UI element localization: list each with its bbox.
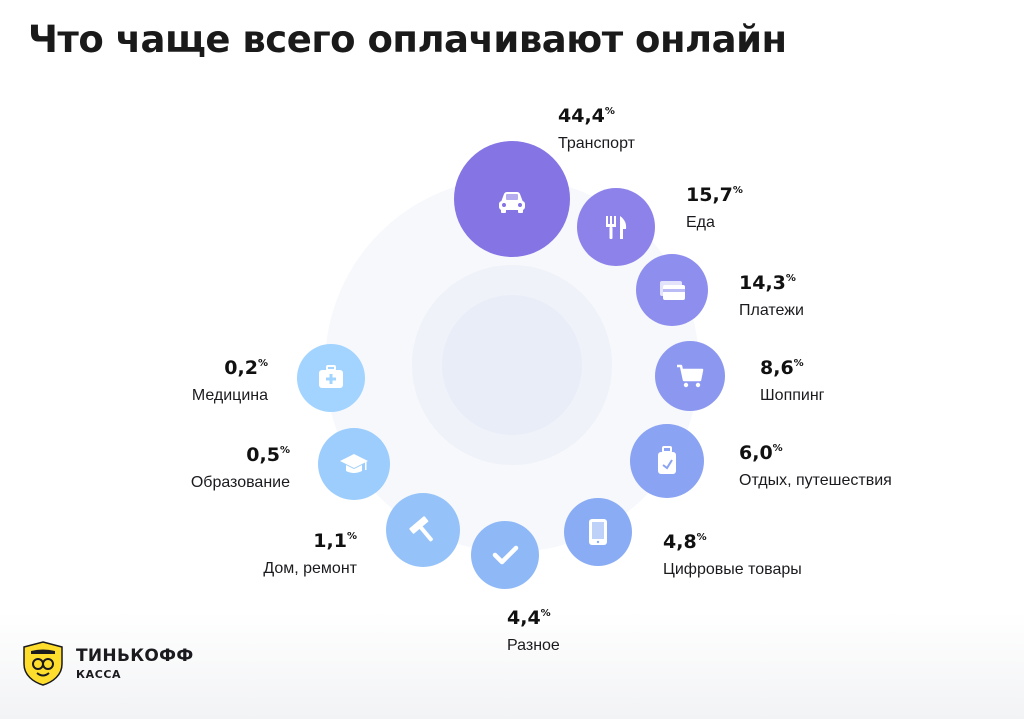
bubble-hammer: 1,1% Дом, ремонт (263, 493, 460, 577)
value-label: 1,1% (313, 530, 357, 552)
value-label: 4,4% (507, 607, 551, 629)
car-icon (499, 192, 525, 213)
value-label: 44,4% (558, 105, 615, 127)
category-label: Разное (507, 637, 560, 654)
value-label: 14,3% (739, 272, 796, 294)
check-icon (492, 545, 519, 565)
value-label: 15,7% (686, 184, 743, 206)
value-label: 6,0% (739, 442, 783, 464)
category-label: Еда (686, 214, 715, 231)
fork-knife-icon (606, 216, 627, 239)
tablet-icon (589, 519, 607, 545)
bubble-card: 14,3% Платежи (636, 254, 804, 326)
graduation-cap-icon (340, 454, 368, 473)
value-label: 8,6% (760, 357, 804, 379)
tinkoff-kassa-logo: ТИНЬКОФФ КАССА (20, 640, 210, 690)
category-label: Отдых, путешествия (739, 472, 892, 489)
background-ring-inner (442, 295, 582, 435)
value-label: 0,5% (246, 444, 290, 466)
bubble-luggage: 6,0% Отдых, путешествия (630, 424, 892, 498)
bubble-circle (471, 521, 539, 589)
category-label: Цифровые товары (663, 561, 802, 578)
category-label: Образование (191, 474, 290, 491)
bubble-fork-knife: 15,7% Еда (577, 184, 743, 266)
value-label: 0,2% (224, 357, 268, 379)
first-aid-kit-icon (319, 365, 343, 388)
cart-icon (677, 364, 704, 388)
luggage-icon (658, 446, 676, 474)
category-label: Дом, ремонт (263, 560, 357, 577)
logo-name: ТИНЬКОФФ (76, 646, 194, 666)
bubble-cart: 8,6% Шоппинг (655, 341, 825, 411)
category-label: Платежи (739, 302, 804, 319)
tinkoff-shield-icon (23, 641, 63, 686)
card-icon (660, 281, 685, 300)
bubble-first-aid-kit: 0,2% Медицина (192, 344, 365, 412)
category-label: Шоппинг (760, 387, 825, 404)
logo-subtitle: КАССА (76, 668, 122, 681)
bubble-tablet: 4,8% Цифровые товары (564, 498, 802, 578)
bubble-check: 4,4% Разное (471, 521, 560, 654)
hammer-icon (409, 516, 433, 542)
category-label: Медицина (192, 387, 268, 404)
value-label: 4,8% (663, 531, 707, 553)
category-label: Транспорт (558, 135, 636, 152)
bubble-car: 44,4% Транспорт (454, 105, 636, 257)
page-title: Что чаще всего оплачивают онлайн (28, 18, 787, 61)
bubble-graduation-cap: 0,5% Образование (191, 428, 390, 500)
